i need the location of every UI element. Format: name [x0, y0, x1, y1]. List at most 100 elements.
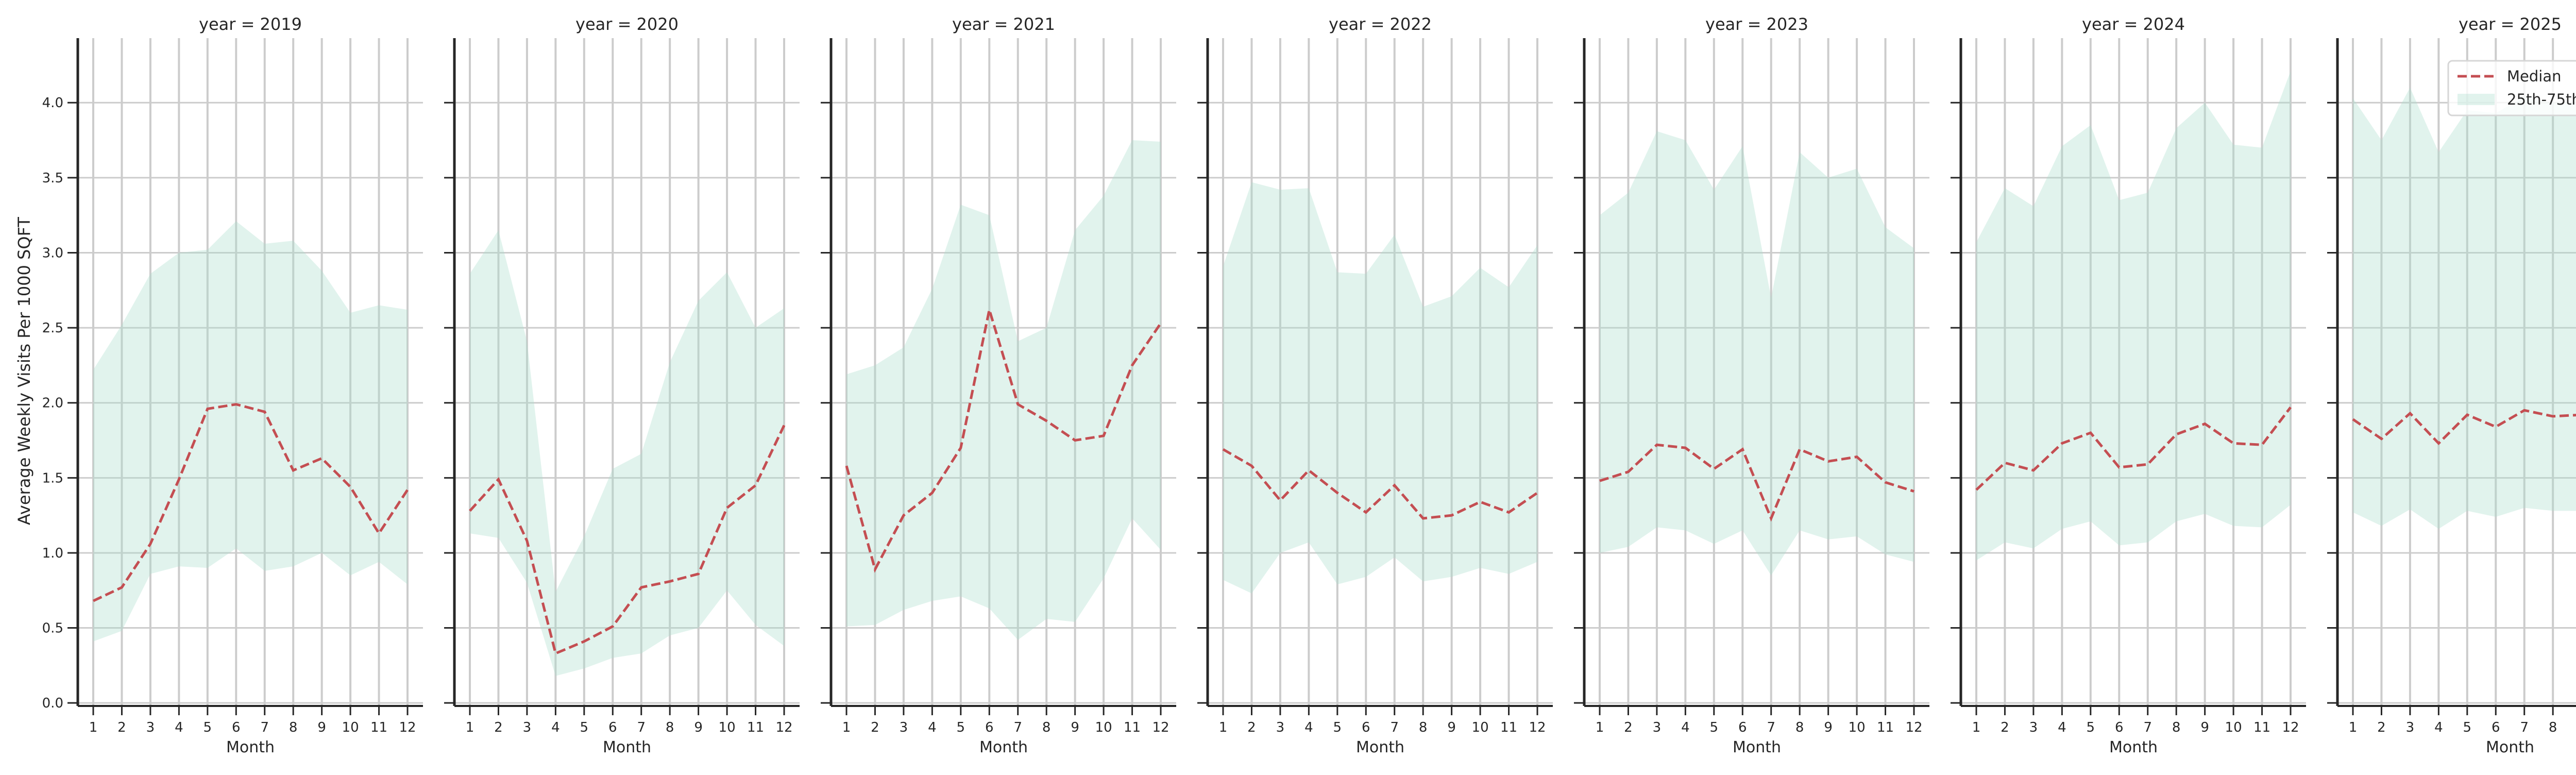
x-tick-label: 7 — [1013, 720, 1022, 735]
iqr-band — [846, 140, 1161, 640]
iqr-band — [93, 221, 408, 641]
x-tick-label: 11 — [1124, 720, 1141, 735]
x-tick-label: 10 — [1472, 720, 1489, 735]
x-tick-label: 8 — [2549, 720, 2557, 735]
x-axis-label: Month — [979, 738, 1028, 756]
x-tick-label: 5 — [580, 720, 589, 735]
legend-band-label: 25th-75th Percentile — [2507, 91, 2576, 108]
x-tick-label: 12 — [1905, 720, 1922, 735]
x-tick-label: 1 — [1219, 720, 1228, 735]
x-tick-label: 6 — [985, 720, 994, 735]
iqr-band — [1223, 182, 1537, 594]
panel-title: year = 2025 — [2459, 14, 2562, 34]
x-tick-label: 8 — [1419, 720, 1428, 735]
x-tick-label: 12 — [2282, 720, 2299, 735]
panel-title: year = 2023 — [1705, 14, 1808, 34]
x-tick-label: 8 — [289, 720, 298, 735]
y-tick-label: 3.0 — [42, 245, 63, 261]
x-tick-label: 1 — [842, 720, 851, 735]
y-tick-label: 2.5 — [42, 321, 63, 336]
x-tick-label: 12 — [399, 720, 416, 735]
x-tick-label: 1 — [1972, 720, 1981, 735]
x-tick-label: 12 — [1152, 720, 1169, 735]
x-tick-label: 2 — [117, 720, 126, 735]
x-axis-label: Month — [2109, 738, 2158, 756]
iqr-band — [1600, 131, 1914, 576]
x-tick-label: 12 — [1529, 720, 1546, 735]
y-tick-label: 3.5 — [42, 171, 63, 186]
panel-title: year = 2019 — [199, 14, 302, 34]
x-tick-label: 12 — [775, 720, 792, 735]
x-tick-label: 9 — [694, 720, 703, 735]
x-tick-label: 8 — [2172, 720, 2181, 735]
x-tick-label: 7 — [2143, 720, 2152, 735]
x-tick-label: 2 — [494, 720, 503, 735]
x-tick-label: 4 — [551, 720, 560, 735]
x-tick-label: 8 — [1042, 720, 1051, 735]
x-tick-label: 9 — [1824, 720, 1833, 735]
x-tick-label: 1 — [2349, 720, 2358, 735]
x-tick-label: 4 — [1681, 720, 1690, 735]
panel-title: year = 2021 — [952, 14, 1055, 34]
x-tick-label: 3 — [2406, 720, 2415, 735]
x-tick-label: 3 — [900, 720, 908, 735]
x-tick-label: 1 — [466, 720, 474, 735]
x-tick-label: 2 — [871, 720, 879, 735]
x-tick-label: 2 — [1624, 720, 1633, 735]
x-tick-label: 5 — [1333, 720, 1342, 735]
x-tick-label: 5 — [1710, 720, 1719, 735]
x-tick-label: 2 — [2001, 720, 2009, 735]
iqr-band — [1976, 71, 2291, 560]
legend: Median 25th-75th Percentile — [2448, 61, 2576, 115]
x-tick-label: 4 — [1304, 720, 1313, 735]
x-tick-label: 1 — [1596, 720, 1604, 735]
x-tick-label: 6 — [1738, 720, 1747, 735]
x-tick-label: 7 — [1767, 720, 1775, 735]
x-tick-label: 11 — [1500, 720, 1517, 735]
x-tick-label: 8 — [1795, 720, 1804, 735]
y-tick-label: 0.5 — [42, 621, 63, 636]
x-tick-label: 7 — [2520, 720, 2529, 735]
panel-2025: year = 2025123456789101112Month — [2327, 14, 2576, 756]
x-axis-label: Month — [1356, 738, 1404, 756]
x-tick-label: 3 — [146, 720, 155, 735]
x-tick-label: 4 — [2058, 720, 2066, 735]
x-tick-label: 3 — [1276, 720, 1285, 735]
x-tick-label: 9 — [1447, 720, 1456, 735]
x-tick-label: 10 — [2225, 720, 2242, 735]
panel-title: year = 2024 — [2082, 14, 2185, 34]
x-tick-label: 6 — [2492, 720, 2500, 735]
x-axis-label: Month — [226, 738, 275, 756]
x-tick-label: 2 — [1247, 720, 1256, 735]
x-tick-label: 3 — [2029, 720, 2038, 735]
x-axis-label: Month — [2486, 738, 2534, 756]
y-tick-label: 1.5 — [42, 470, 63, 486]
x-tick-label: 9 — [1071, 720, 1079, 735]
x-tick-label: 6 — [608, 720, 617, 735]
x-tick-label: 10 — [342, 720, 359, 735]
x-tick-label: 7 — [637, 720, 646, 735]
panel-title: year = 2022 — [1329, 14, 1432, 34]
x-tick-label: 11 — [2253, 720, 2270, 735]
x-tick-label: 4 — [928, 720, 937, 735]
x-tick-label: 10 — [1095, 720, 1112, 735]
legend-band-swatch — [2458, 94, 2495, 105]
x-tick-label: 11 — [370, 720, 387, 735]
y-axis-label: Average Weekly Visits Per 1000 SQFT — [14, 217, 34, 525]
legend-median-label: Median — [2507, 68, 2561, 85]
iqr-band — [2353, 88, 2576, 529]
x-tick-label: 6 — [2115, 720, 2124, 735]
x-tick-label: 3 — [523, 720, 532, 735]
x-tick-label: 7 — [1390, 720, 1399, 735]
x-tick-label: 4 — [2434, 720, 2443, 735]
x-tick-label: 10 — [1849, 720, 1866, 735]
x-tick-label: 11 — [1877, 720, 1894, 735]
y-tick-label: 4.0 — [42, 95, 63, 111]
x-tick-label: 3 — [1653, 720, 1662, 735]
